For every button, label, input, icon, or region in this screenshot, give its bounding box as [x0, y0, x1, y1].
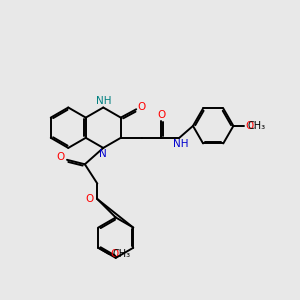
Text: O: O: [86, 194, 94, 204]
Text: CH₃: CH₃: [112, 249, 130, 259]
Text: NH: NH: [95, 96, 111, 106]
Text: N: N: [99, 149, 106, 160]
Text: O: O: [56, 152, 64, 162]
Text: O: O: [245, 121, 253, 131]
Text: O: O: [137, 102, 146, 112]
Text: O: O: [158, 110, 166, 120]
Text: CH₃: CH₃: [247, 121, 265, 131]
Text: NH: NH: [173, 140, 189, 149]
Text: O: O: [110, 249, 118, 259]
